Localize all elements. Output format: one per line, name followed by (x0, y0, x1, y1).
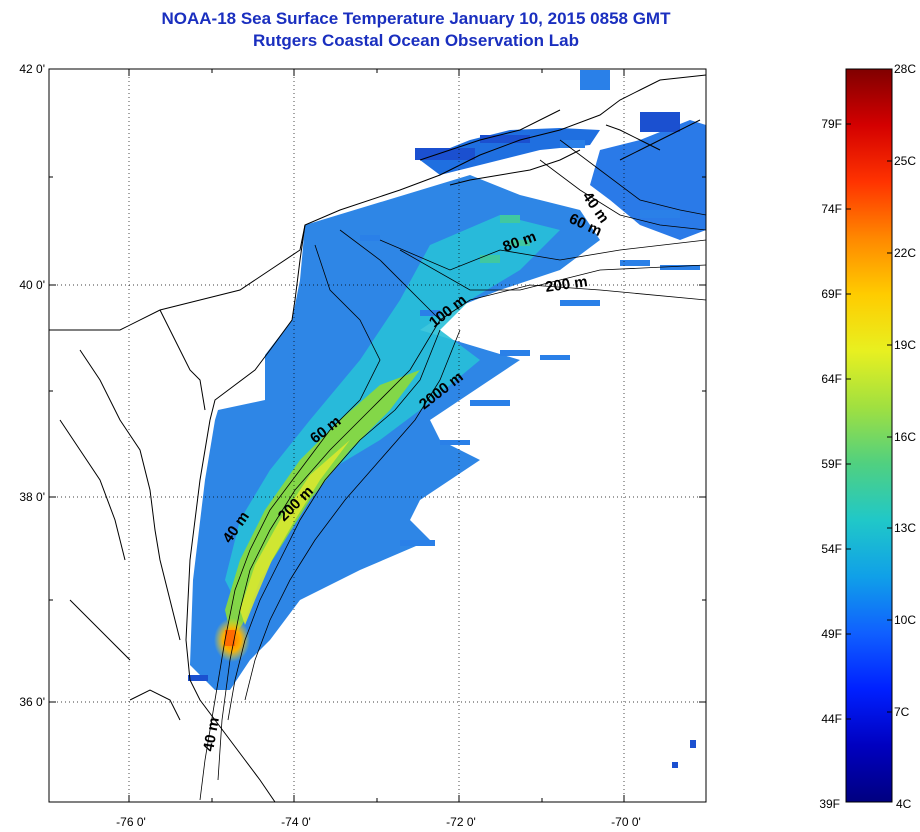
colorbar-c-label: 7C (894, 705, 910, 719)
depth-label: 200 m (544, 273, 588, 296)
sst-teal-patches (480, 215, 530, 263)
colorbar-f-label: 74F (821, 202, 842, 216)
colorbar-f-label: 54F (821, 542, 842, 556)
colorbar-f-label: 49F (821, 627, 842, 641)
sst-data-layer (188, 70, 706, 768)
lon-label: -70 0' (611, 815, 641, 829)
colorbar-c-label: 10C (894, 613, 916, 627)
colorbar-ticks (846, 68, 892, 720)
colorbar-f-label: 44F (821, 712, 842, 726)
map-ticks (49, 68, 706, 802)
colorbar-celsius-labels: 28C 25C 22C 19C 16C 13C 10C 7C 4C (894, 62, 916, 811)
lon-label: -74 0' (281, 815, 311, 829)
latitude-labels: 42 0' 40 0' 38 0' 36 0' (19, 62, 45, 709)
colorbar-c-label: 13C (894, 521, 916, 535)
colorbar-c-label: 22C (894, 246, 916, 260)
title-line-1: NOAA-18 Sea Surface Temperature January … (161, 9, 671, 28)
sst-warm-core (225, 630, 235, 646)
sst-offshore-patches (360, 70, 700, 546)
title-line-2: Rutgers Coastal Ocean Observation Lab (253, 31, 579, 50)
colorbar-f-label: 59F (821, 457, 842, 471)
map-title: NOAA-18 Sea Surface Temperature January … (0, 8, 832, 52)
map-gridlines (49, 69, 706, 802)
lat-label: 36 0' (19, 695, 45, 709)
longitude-labels: -76 0' -74 0' -72 0' -70 0' (116, 815, 641, 829)
colorbar-c-label: 16C (894, 430, 916, 444)
sst-swath-yellow (240, 440, 350, 625)
colorbar-f-label: 79F (821, 117, 842, 131)
lat-label: 38 0' (19, 490, 45, 504)
lon-label: -72 0' (446, 815, 476, 829)
lat-label: 40 0' (19, 278, 45, 292)
colorbar-f-label: 39F (819, 797, 840, 811)
coastline (49, 74, 706, 802)
sst-swath-blue (190, 175, 600, 690)
sst-swath-north (420, 128, 600, 175)
depth-label: 40 m (200, 716, 223, 753)
colorbar-c-label: 28C (894, 62, 916, 76)
colorbar (845, 68, 893, 803)
colorbar-c-label: 25C (894, 154, 916, 168)
colorbar-fahrenheit-labels: 79F 74F 69F 64F 59F 54F 49F 44F 39F (819, 117, 842, 811)
lon-label: -76 0' (116, 815, 146, 829)
lat-label: 42 0' (19, 62, 45, 76)
colorbar-c-label: 4C (896, 797, 912, 811)
colorbar-f-label: 69F (821, 287, 842, 301)
colorbar-f-label: 64F (821, 372, 842, 386)
colorbar-c-label: 19C (894, 338, 916, 352)
